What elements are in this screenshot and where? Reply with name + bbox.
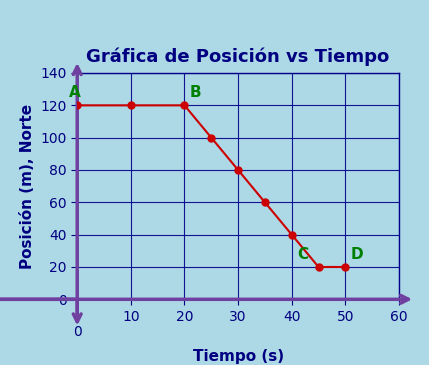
Text: A: A <box>69 85 81 100</box>
Y-axis label: Posición (m), Norte: Posición (m), Norte <box>20 104 35 269</box>
Text: B: B <box>190 85 202 100</box>
Text: D: D <box>351 247 363 262</box>
Text: C: C <box>297 247 308 262</box>
Title: Gráfica de Posición vs Tiempo: Gráfica de Posición vs Tiempo <box>87 47 390 66</box>
X-axis label: Tiempo (s): Tiempo (s) <box>193 349 284 364</box>
Text: 0: 0 <box>73 325 82 339</box>
